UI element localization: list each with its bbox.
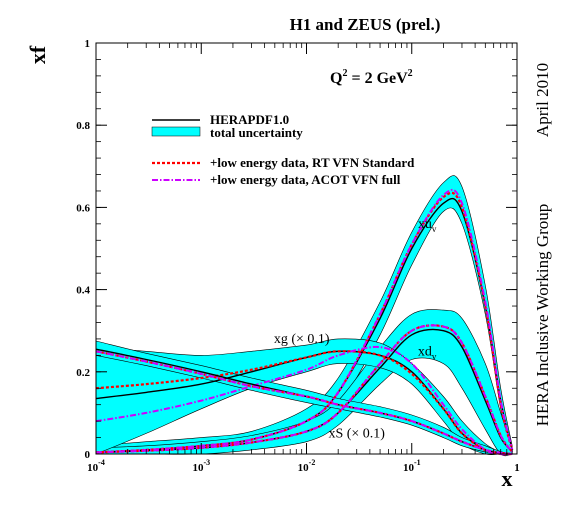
- y-axis: 0 0.2 0.4 0.6 0.8 1: [76, 38, 517, 461]
- legend-label: +low energy data, RT VFN Standard: [210, 155, 415, 170]
- legend-swatch-band: [151, 126, 201, 137]
- y-tick-label: 0: [85, 449, 91, 461]
- y-tick-label: 0.8: [76, 120, 90, 132]
- x-axis-title: x: [502, 466, 513, 491]
- side-label-group: HERA Inclusive Working Group: [533, 204, 552, 427]
- curve-label: xg (× 0.1): [274, 332, 330, 347]
- y-tick-label: 0.4: [76, 285, 90, 297]
- y-tick-label: 1: [85, 38, 91, 50]
- x-tick-label: 1: [514, 462, 520, 474]
- legend-label: +low energy data, ACOT VFN full: [210, 172, 401, 187]
- x-axis: 10-4 10-3 10-2 10-1 1: [87, 43, 520, 474]
- y-tick-label: 0.6: [76, 202, 90, 214]
- y-axis-title: xf: [25, 45, 50, 64]
- x-tick-label: 10-1: [403, 458, 421, 474]
- x-tick-label: 10-2: [298, 458, 316, 474]
- legend-label: total uncertainty: [210, 125, 303, 140]
- legend-label: HERAPDF1.0: [210, 112, 289, 127]
- x-tick-label: 10-3: [192, 458, 210, 474]
- q2-label: Q2 = 2 GeV2: [330, 68, 413, 87]
- side-label-date: April 2010: [533, 63, 552, 137]
- acot-vfn-curve: [95, 188, 514, 454]
- chart-title: H1 and ZEUS (prel.): [290, 15, 441, 34]
- y-tick-label: 0.2: [76, 367, 90, 379]
- legend: HERAPDF1.0 total uncertainty +low energy…: [151, 112, 415, 187]
- curve-label: xS (× 0.1): [328, 427, 385, 442]
